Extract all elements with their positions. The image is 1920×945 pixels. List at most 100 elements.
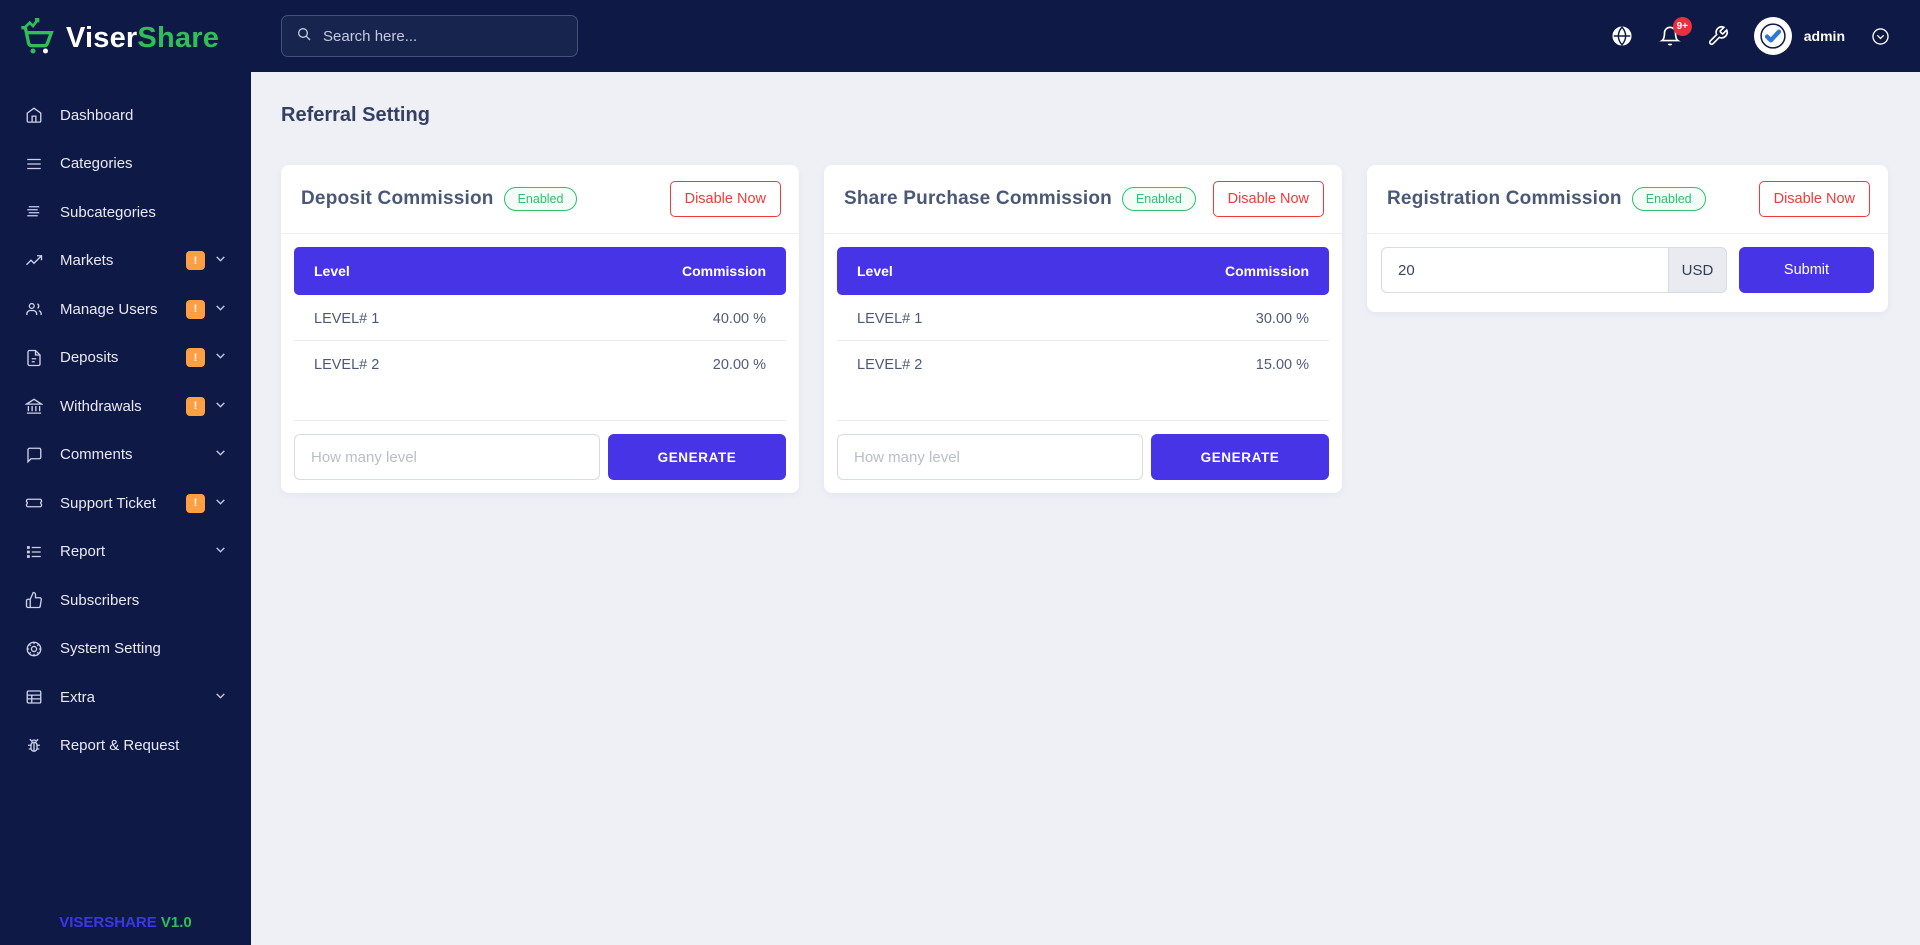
generate-button[interactable]: GENERATE <box>608 434 786 480</box>
chevron-down-icon <box>214 446 227 463</box>
table-row: LEVEL# 2 15.00 % <box>837 341 1329 421</box>
chevron-down-icon <box>214 689 227 706</box>
search-box[interactable] <box>281 15 578 57</box>
table-icon <box>25 688 43 706</box>
bug-icon <box>25 737 43 755</box>
column-header-commission: Commission <box>681 263 766 279</box>
disable-now-button[interactable]: Disable Now <box>1212 181 1324 217</box>
sidebar-item-deposits[interactable]: Deposits ! <box>0 334 251 383</box>
chevron-down-icon <box>214 543 227 560</box>
chevron-down-icon <box>214 349 227 366</box>
sidebar-item-extra[interactable]: Extra <box>0 673 251 722</box>
chevron-down-icon <box>214 252 227 269</box>
globe-icon[interactable] <box>1610 24 1634 48</box>
notifications-bell-icon[interactable]: 9+ <box>1658 17 1692 48</box>
user-avatar[interactable] <box>1753 17 1792 55</box>
card-body: Level Commission LEVEL# 1 30.00 % LEVEL#… <box>824 234 1342 493</box>
bank-icon <box>25 397 43 415</box>
sidebar: ViserShare Dashboard Categories S <box>0 0 251 945</box>
sidebar-item-subcategories[interactable]: Subcategories <box>0 188 251 237</box>
table-row: LEVEL# 2 20.00 % <box>294 341 786 421</box>
sidebar-item-label: Extra <box>60 688 96 706</box>
divider <box>1367 233 1888 234</box>
gear-icon <box>25 640 43 658</box>
sidebar-item-markets[interactable]: Markets ! <box>0 237 251 286</box>
share-purchase-commission-card: Share Purchase Commission Enabled Disabl… <box>824 165 1342 493</box>
disable-now-button[interactable]: Disable Now <box>669 181 781 217</box>
status-badge: Enabled <box>503 187 578 211</box>
table-header: Level Commission <box>837 247 1329 295</box>
sidebar-item-label: Markets <box>60 252 114 270</box>
commission-cell: 15.00 % <box>1255 357 1309 373</box>
sidebar-nav: Dashboard Categories Subcategories Marke… <box>0 91 251 770</box>
level-cell: LEVEL# 2 <box>314 357 380 373</box>
sidebar-item-support-ticket[interactable]: Support Ticket ! <box>0 479 251 528</box>
alert-badge: ! <box>186 348 205 368</box>
list-bullets-icon <box>25 543 43 561</box>
table-row: LEVEL# 1 40.00 % <box>294 295 786 341</box>
search-icon <box>296 26 312 47</box>
cards-row: Deposit Commission Enabled Disable Now L… <box>281 165 1889 493</box>
sidebar-item-comments[interactable]: Comments <box>0 431 251 480</box>
brand-name: ViserShare <box>66 22 220 54</box>
column-header-level: Level <box>857 263 893 279</box>
chevron-down-icon <box>214 301 227 318</box>
main-area: 9+ admin Referral Setting <box>251 0 1920 945</box>
search-input[interactable] <box>323 27 563 45</box>
generate-button[interactable]: GENERATE <box>1151 434 1329 480</box>
sidebar-item-dashboard[interactable]: Dashboard <box>0 91 251 140</box>
card-header: Registration Commission Enabled Disable … <box>1367 165 1888 233</box>
topbar-actions: 9+ admin <box>1610 17 1890 55</box>
level-cell: LEVEL# 1 <box>314 311 380 327</box>
generate-form: GENERATE <box>294 434 786 480</box>
registration-amount-input[interactable] <box>1381 247 1668 293</box>
stacked-list-icon <box>25 203 43 221</box>
column-header-commission: Commission <box>1224 263 1309 279</box>
deposit-commission-card: Deposit Commission Enabled Disable Now L… <box>281 165 799 493</box>
sidebar-item-report[interactable]: Report <box>0 528 251 577</box>
disable-now-button[interactable]: Disable Now <box>1758 181 1870 217</box>
sidebar-item-subscribers[interactable]: Subscribers <box>0 576 251 625</box>
invoice-dollar-icon <box>25 349 43 367</box>
level-cell: LEVEL# 1 <box>857 311 923 327</box>
divider <box>824 233 1342 234</box>
registration-commission-card: Registration Commission Enabled Disable … <box>1367 165 1888 312</box>
card-title: Share Purchase Commission <box>844 188 1112 209</box>
card-header: Share Purchase Commission Enabled Disabl… <box>824 165 1342 233</box>
level-count-input[interactable] <box>837 434 1143 480</box>
app-version: VISERSHARE V1.0 <box>59 914 192 931</box>
brand-logo[interactable]: ViserShare <box>0 0 251 61</box>
sidebar-item-label: Comments <box>60 446 133 464</box>
sidebar-item-label: Withdrawals <box>60 397 142 415</box>
sidebar-item-categories[interactable]: Categories <box>0 140 251 189</box>
table-row: LEVEL# 1 30.00 % <box>837 295 1329 341</box>
home-icon <box>25 106 43 124</box>
sidebar-item-report-and-request[interactable]: Report & Request <box>0 722 251 771</box>
sidebar-item-label: Categories <box>60 155 133 173</box>
alert-badge: ! <box>186 299 205 319</box>
chevron-down-icon <box>214 495 227 512</box>
sidebar-item-label: Report & Request <box>60 737 180 755</box>
notification-count-badge: 9+ <box>1672 17 1692 36</box>
sidebar-item-label: Deposits <box>60 349 119 367</box>
table-header: Level Commission <box>294 247 786 295</box>
user-menu-chevron-icon[interactable] <box>1871 27 1890 46</box>
card-title: Deposit Commission <box>301 188 494 209</box>
sidebar-item-label: Report <box>60 543 106 561</box>
user-name: admin <box>1803 28 1845 44</box>
submit-button[interactable]: Submit <box>1739 247 1874 293</box>
wrench-icon[interactable] <box>1706 24 1730 48</box>
card-title: Registration Commission <box>1387 188 1622 209</box>
generate-form: GENERATE <box>837 434 1329 480</box>
sidebar-item-label: Dashboard <box>60 106 134 124</box>
divider <box>281 233 799 234</box>
sidebar-item-system-setting[interactable]: System Setting <box>0 625 251 674</box>
sidebar-item-withdrawals[interactable]: Withdrawals ! <box>0 382 251 431</box>
thumbs-up-icon <box>25 591 43 609</box>
alert-badge: ! <box>186 493 205 513</box>
card-body: Level Commission LEVEL# 1 40.00 % LEVEL#… <box>281 234 799 493</box>
sidebar-item-manage-users[interactable]: Manage Users ! <box>0 285 251 334</box>
level-count-input[interactable] <box>294 434 600 480</box>
users-icon <box>25 300 43 318</box>
sidebar-item-label: Subscribers <box>60 591 140 609</box>
